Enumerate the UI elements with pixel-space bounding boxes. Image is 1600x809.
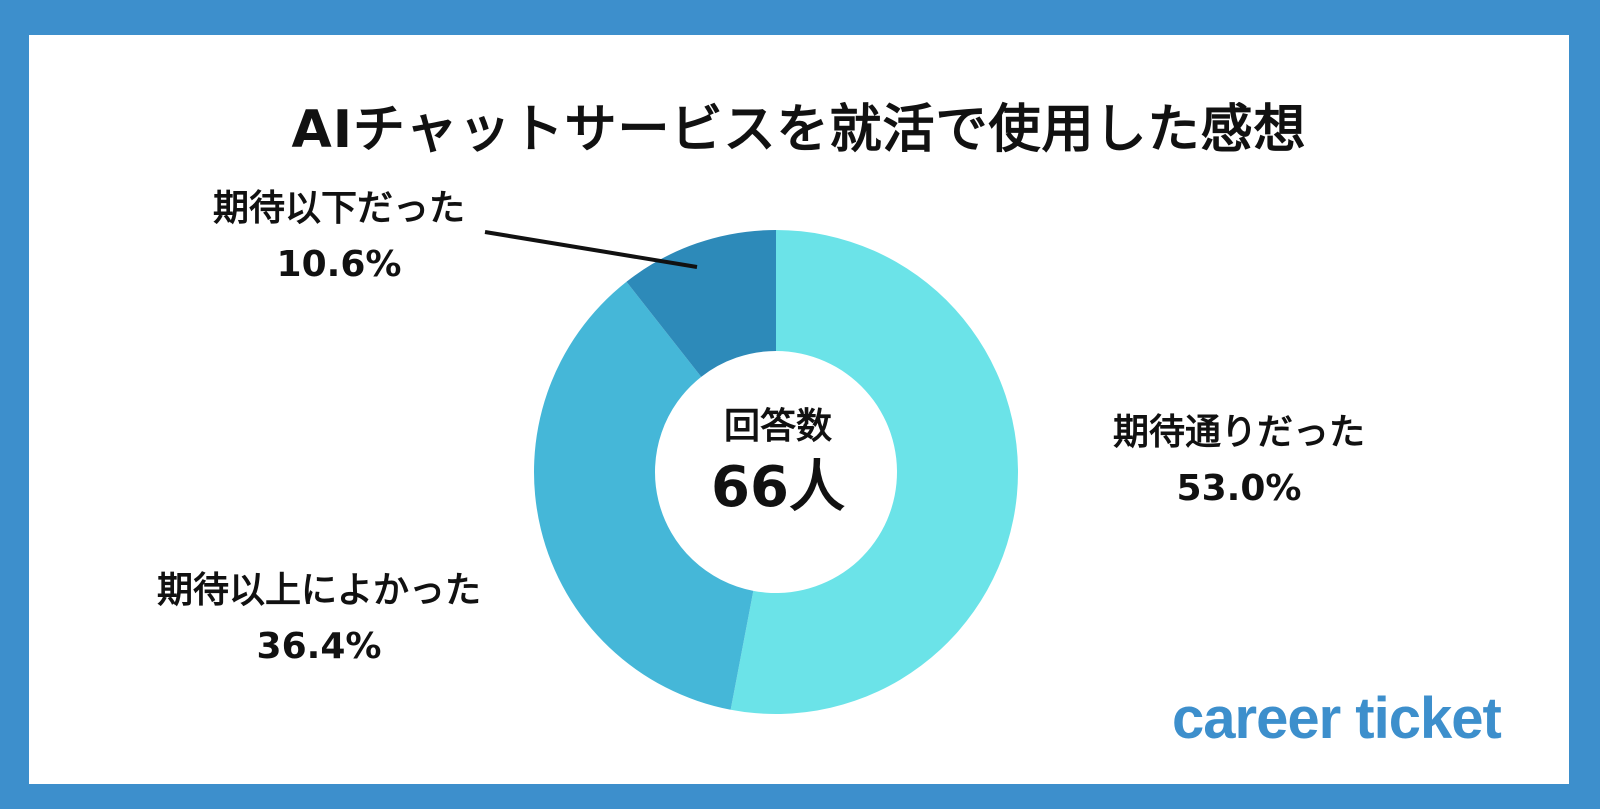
slice-above-expectations [534, 281, 754, 710]
slices-group [534, 229, 1019, 714]
leader-line-below-expectations [484, 230, 698, 269]
slice-label-as-expected-text: 期待通りだった [1112, 412, 1365, 453]
center-value: 66人 [711, 455, 845, 520]
slice-below-expectations [626, 230, 776, 377]
chart-card: AIチャットサービスを就活で使用した感想 期待通りだった 53.0% 期待以上に… [29, 35, 1569, 784]
slice-value-above-expectations: 36.4% [256, 626, 382, 667]
career-ticket-logo: career ticket [1172, 686, 1502, 751]
chart-title: AIチャットサービスを就活で使用した感想 [291, 100, 1307, 160]
center-title: 回答数 [723, 406, 832, 447]
slice-as-expected [730, 229, 1019, 714]
slice-label-above-expectations-text: 期待以上によかった [156, 570, 481, 611]
slice-label-below-expectations-text: 期待以下だった [212, 188, 465, 229]
donut-chart [484, 229, 1019, 714]
slice-value-below-expectations: 10.6% [276, 244, 402, 285]
slice-label-as-expected: 期待通りだった 53.0% [1069, 405, 1409, 517]
slice-label-below-expectations: 期待以下だった 10.6% [169, 181, 509, 293]
slice-label-above-expectations: 期待以上によかった 36.4% [119, 563, 519, 675]
slice-value-as-expected: 53.0% [1176, 468, 1302, 509]
center-label: 回答数 66人 [683, 402, 873, 524]
